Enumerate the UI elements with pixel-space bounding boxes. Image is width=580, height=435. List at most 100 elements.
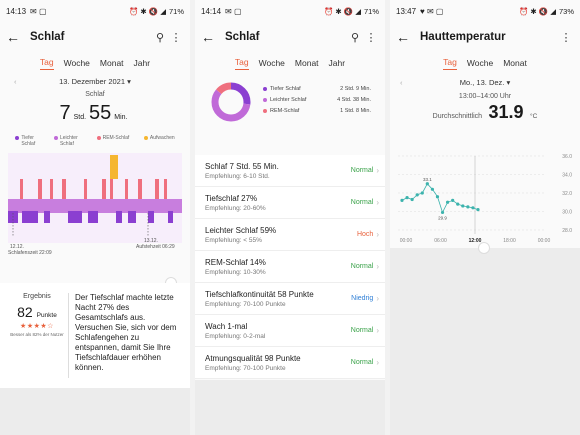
date-label: 13. Dezember 2021 (59, 77, 125, 86)
legend-row-light: Leichter Schlaf 4 Std. 38 Min. (263, 97, 371, 103)
sleep-start-date: 12.12. (10, 244, 24, 250)
tab-day[interactable]: Tag (234, 57, 249, 70)
more-icon[interactable]: ⋮ (560, 31, 572, 44)
x-tick-label: 12:00 (469, 238, 482, 244)
temperature-point (476, 208, 480, 212)
metric-row[interactable]: Schlaf 7 Std. 55 Min. Empfehlung: 6-10 St… (195, 155, 385, 187)
sleep-end-date: 13.12. (144, 238, 158, 244)
back-arrow-icon[interactable]: ← (396, 29, 410, 45)
metric-title: Leichter Schlaf 59% (205, 225, 277, 235)
battery-level: 73% (558, 6, 574, 16)
chevron-right-icon: › (376, 326, 379, 335)
temperature-point (456, 202, 460, 206)
temperature-point (471, 206, 475, 210)
legend-value: 4 Std. 38 Min. (337, 96, 371, 103)
chevron-right-icon: › (376, 198, 379, 207)
temperature-point (466, 205, 470, 209)
tab-day[interactable]: Tag (443, 57, 457, 70)
back-arrow-icon[interactable]: ← (6, 29, 20, 45)
legend-dot (263, 109, 267, 113)
tab-year[interactable]: Jahr (133, 58, 151, 68)
period-tabs: Tag Woche Monat Jahr (0, 52, 190, 70)
metric-row[interactable]: Atmungsqualität 98 Punkte Empfehlung: 70-… (195, 347, 385, 379)
y-tick-label: 28.0 (562, 228, 572, 234)
score-value: 82 (17, 304, 33, 320)
y-tick-label: 36.0 (562, 154, 572, 160)
metric-recommendation: Empfehlung: < 55% (205, 236, 262, 244)
max-label: 33.1 (423, 177, 432, 182)
sleep-end-time: Aufstehzeit 06:29 (136, 244, 175, 250)
period-tabs: Tag Woche Monat Jahr (195, 52, 385, 70)
metric-row[interactable]: Tiefschlafkontinuität 58 Punkte Empfehlun… (195, 283, 385, 315)
tab-week[interactable]: Woche (466, 58, 494, 68)
more-icon[interactable]: ⋮ (170, 31, 182, 44)
metric-text: Tiefschlafkontinuität 58 Punkte Empfehlun… (205, 290, 351, 308)
legend-label: Tiefer Schlaf (21, 135, 36, 147)
page-title: Schlaf (30, 31, 65, 43)
back-arrow-icon[interactable]: ← (201, 29, 215, 45)
score-unit: Punkte (36, 312, 57, 319)
tab-month[interactable]: Monat (294, 58, 319, 68)
legend-item-deep: Tiefer Schlaf (15, 135, 39, 147)
tab-week[interactable]: Woche (63, 58, 90, 68)
temperature-chart-svg: 36.0 34.0 32.0 30.0 28.0 00:00 06:00 12:00 18:00… (396, 150, 574, 250)
share-icon[interactable]: ⚲ (350, 31, 360, 44)
date-selector[interactable]: ‹ Mo., 13. Dez. ▾ (390, 78, 580, 87)
metric-recommendation: Empfehlung: 70-100 Punkte (205, 364, 286, 372)
metric-text: Schlaf 7 Std. 55 Min. Empfehlung: 6-10 St… (205, 162, 351, 180)
metric-row[interactable]: Leichter Schlaf 59% Empfehlung: < 55% Hoch… (195, 219, 385, 251)
y-tick-label: 30.0 (562, 210, 572, 216)
legend-row-rem: REM-Schlaf 1 Std. 8 Min. (263, 108, 371, 114)
clock: 14:13 (6, 6, 27, 16)
scroll-handle[interactable] (478, 242, 490, 254)
chevron-left-icon[interactable]: ‹ (14, 77, 17, 86)
legend-dot (53, 136, 58, 140)
metric-title: Wach 1-mal (205, 321, 248, 331)
status-icons: ⏰ ✱ 🔇 ◢ (129, 6, 166, 16)
notification-icons: ✉ ▢ (30, 6, 47, 16)
date-selector[interactable]: ‹ 13. Dezember 2021 ▾ (0, 77, 190, 86)
metric-title: Atmungsqualität 98 Punkte (205, 353, 301, 363)
sleep-duration: 7 Std. 55 Min. (0, 102, 190, 125)
tab-month[interactable]: Monat (503, 58, 527, 68)
tab-month[interactable]: Monat (99, 58, 124, 68)
sleep-stage-svg (8, 153, 182, 243)
status-icons: ⏰ ✱ 🔇 ◢ (519, 6, 556, 16)
metric-recommendation: Empfehlung: 70-100 Punkte (205, 300, 286, 308)
temperature-point (446, 200, 450, 204)
battery-level: 71% (168, 6, 184, 16)
temperature-line (401, 183, 479, 214)
tab-day[interactable]: Tag (39, 57, 54, 70)
more-icon[interactable]: ⋮ (365, 31, 377, 44)
bottom-area (195, 380, 385, 435)
chevron-left-icon[interactable]: ‹ (400, 78, 403, 87)
temperature-point (410, 197, 414, 202)
metric-row[interactable]: REM-Schlaf 14% Empfehlung: 10-30% Normal › (195, 251, 385, 283)
metric-row[interactable]: Wach 1-mal Empfehlung: 0-2-mal Normal › (195, 315, 385, 347)
clock: 13:47 (396, 6, 417, 16)
result-card: Ergebnis 82 Punkte ★★★★☆ Besser als 82% … (0, 283, 190, 388)
temperature-chart: 36.0 34.0 32.0 30.0 28.0 00:00 06:00 12:00 18:00… (396, 150, 574, 250)
temperature-point (430, 187, 434, 191)
metric-text: Atmungsqualität 98 Punkte Empfehlung: 70-… (205, 354, 351, 372)
metric-recommendation: Empfehlung: 6-10 Std. (205, 172, 270, 180)
date-label: Mo., 13. Dez. (459, 78, 505, 87)
breakdown-legend: Tiefer Schlaf 2 Std. 9 Min. Leichter Schl… (263, 86, 371, 119)
x-tick-label: 00:00 (538, 238, 551, 244)
status-icons: ⏰ ✱ 🔇 ◢ (324, 6, 361, 16)
tab-week[interactable]: Woche (258, 58, 285, 68)
metric-text: Tiefschlaf 27% Empfehlung: 20-60% (205, 194, 351, 212)
minutes-unit: Min. (114, 114, 128, 121)
chevron-right-icon: › (376, 166, 379, 175)
x-tick-label: 00:00 (400, 238, 413, 244)
min-label: 29.9 (438, 215, 447, 220)
hours-value: 7 (59, 102, 71, 124)
tab-year[interactable]: Jahr (328, 58, 346, 68)
caret-down-icon: ▾ (127, 77, 131, 86)
notification-icons: ♥ ✉ ▢ (420, 6, 444, 16)
score-block: Ergebnis 82 Punkte ★★★★☆ Besser als 82% … (6, 293, 68, 378)
status-bar: 14:13 ✉ ▢ ⏰ ✱ 🔇 ◢ 71% (0, 0, 190, 22)
share-icon[interactable]: ⚲ (155, 31, 165, 44)
metric-row[interactable]: Tiefschlaf 27% Empfehlung: 20-60% Normal › (195, 187, 385, 219)
page-title: Schlaf (225, 31, 260, 43)
